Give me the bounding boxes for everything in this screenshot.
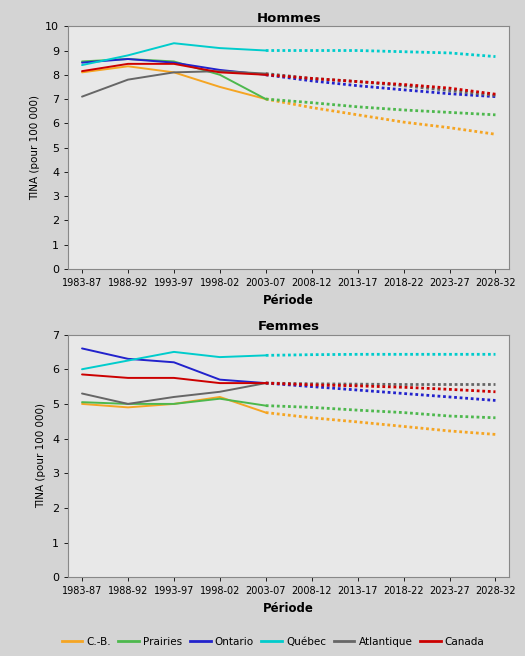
Title: Hommes: Hommes bbox=[256, 12, 321, 25]
X-axis label: Période: Période bbox=[264, 293, 314, 306]
X-axis label: Période: Période bbox=[264, 602, 314, 615]
Legend: C.-B., Prairies, Ontario, Québec, Atlantique, Canada: C.-B., Prairies, Ontario, Québec, Atlant… bbox=[57, 632, 489, 651]
Y-axis label: TINA (pour 100 000): TINA (pour 100 000) bbox=[37, 403, 47, 508]
Title: Femmes: Femmes bbox=[258, 320, 320, 333]
Y-axis label: TINA (pour 100 000): TINA (pour 100 000) bbox=[30, 95, 40, 200]
